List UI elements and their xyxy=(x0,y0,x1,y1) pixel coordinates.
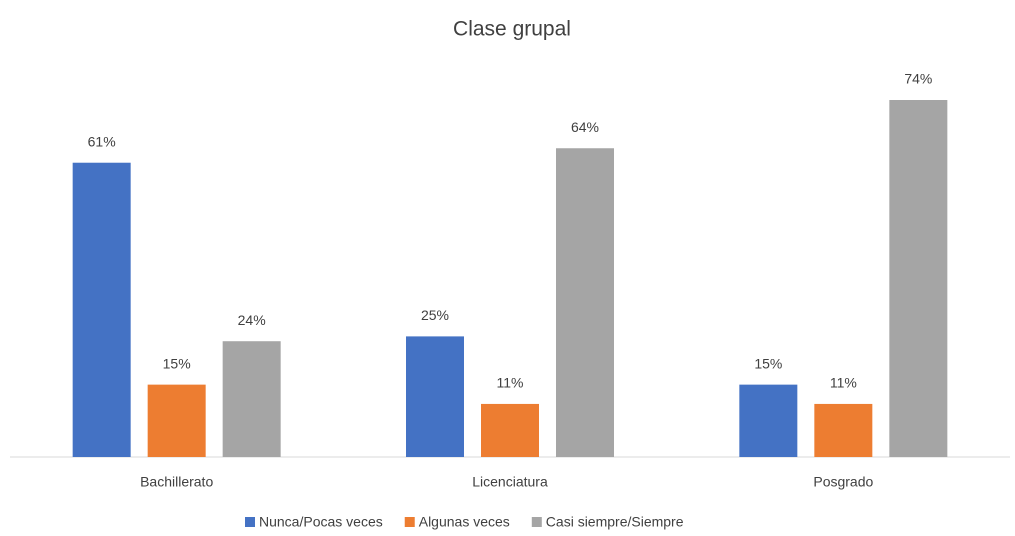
bar xyxy=(222,341,281,457)
data-label: 24% xyxy=(238,312,266,328)
bar xyxy=(481,403,539,457)
x-tick-label: Licenciatura xyxy=(472,474,548,490)
legend-label: Nunca/Pocas veces xyxy=(259,514,383,530)
x-tick-label: Posgrado xyxy=(813,474,873,490)
bar xyxy=(814,403,873,457)
data-label: 61% xyxy=(88,133,116,149)
bar xyxy=(739,384,798,457)
chart-title: Clase grupal xyxy=(453,18,571,41)
data-label: 15% xyxy=(754,355,782,371)
bar xyxy=(72,162,131,457)
legend-swatch xyxy=(245,517,255,527)
legend-swatch xyxy=(404,517,415,527)
data-label: 74% xyxy=(904,71,932,87)
data-label: 11% xyxy=(497,375,524,391)
data-label: 25% xyxy=(421,307,449,323)
bar xyxy=(889,100,948,457)
legend-label: Casi siempre/Siempre xyxy=(546,514,684,530)
legend-swatch xyxy=(531,517,542,527)
bar xyxy=(556,148,614,458)
bar xyxy=(147,384,206,457)
data-label: 15% xyxy=(163,355,191,371)
legend-label: Algunas veces xyxy=(419,514,510,530)
data-label: 11% xyxy=(830,375,857,391)
bar xyxy=(406,336,464,457)
data-label: 64% xyxy=(571,119,599,135)
x-tick-label: Bachillerato xyxy=(140,474,213,490)
